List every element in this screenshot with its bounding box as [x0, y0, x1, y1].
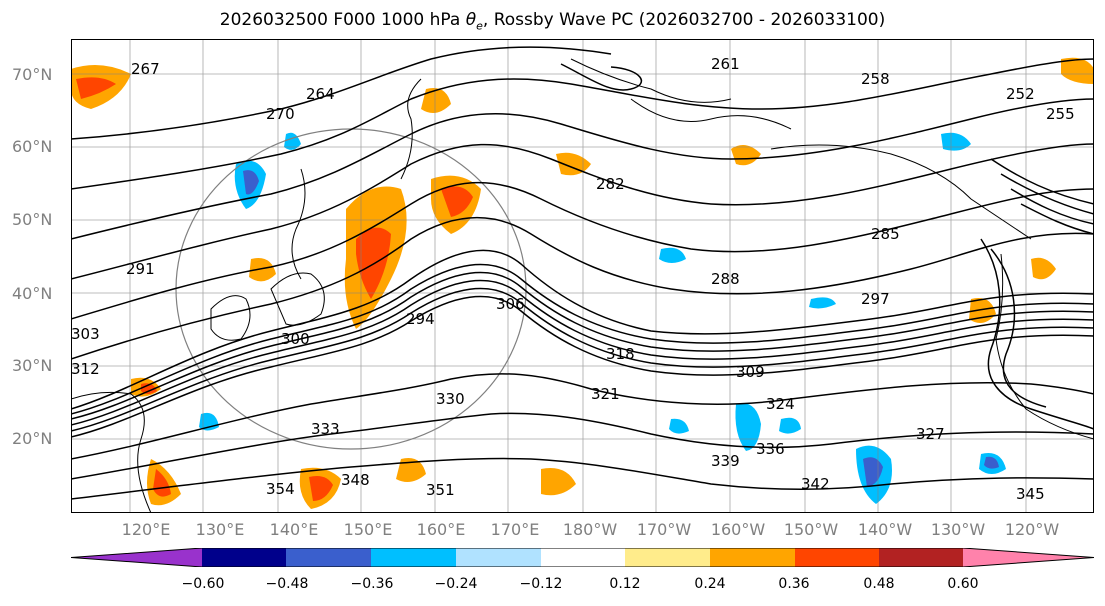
colorbar-segment — [71, 548, 202, 567]
contour-label: 333 — [311, 420, 340, 438]
contour-label: 300 — [281, 330, 310, 348]
contour-label: 312 — [71, 360, 100, 378]
contour-label: 258 — [861, 70, 890, 88]
lat-label-30n: 30°N — [12, 356, 53, 375]
contour-label: 342 — [801, 475, 830, 493]
colorbar-tick: 0.36 — [778, 576, 810, 592]
contour-label: 255 — [1046, 105, 1075, 123]
contour-label: 288 — [711, 270, 740, 288]
map-panel[interactable]: 261 264 267 270 252 255 258 282 285 288 … — [71, 39, 1094, 513]
contour-label: 264 — [306, 85, 335, 103]
contour-label: 339 — [711, 452, 740, 470]
lon-label-140w: 140°W — [857, 520, 913, 539]
contour-label: 336 — [756, 440, 785, 458]
colorbar-segment — [286, 548, 371, 567]
colorbar-segment — [371, 548, 456, 567]
lon-label-170w: 170°W — [636, 520, 692, 539]
colorbar-segment — [202, 548, 286, 567]
colorbar — [71, 548, 1094, 567]
contour-label: 318 — [606, 345, 635, 363]
lon-label-120w: 120°W — [1004, 520, 1060, 539]
contour-label: 261 — [711, 55, 740, 73]
map-canvas: 261 264 267 270 252 255 258 282 285 288 … — [71, 39, 1094, 513]
colorbar-tick: −0.36 — [350, 576, 394, 592]
contour-label: 345 — [1016, 485, 1045, 503]
contour-label: 354 — [266, 480, 295, 498]
lat-label-50n: 50°N — [12, 210, 53, 229]
contour-label: 348 — [341, 471, 370, 489]
contour-label: 291 — [126, 260, 155, 278]
lon-label-160e: 160°E — [416, 520, 466, 539]
positive-anomaly-shading — [71, 57, 1094, 509]
colorbar-tick: 0.48 — [863, 576, 895, 592]
theta-e-contours — [71, 46, 1094, 500]
contour-label: 351 — [426, 481, 455, 499]
contour-label: 330 — [436, 390, 465, 408]
lat-label-70n: 70°N — [12, 65, 53, 84]
colorbar-tick: −0.48 — [265, 576, 309, 592]
contour-label: 306 — [496, 295, 525, 313]
colorbar-segment — [710, 548, 795, 567]
contour-label: 282 — [596, 175, 625, 193]
lon-label-180w: 180°W — [562, 520, 618, 539]
map-title: 2026032500 F000 1000 hPa θe, Rossby Wave… — [219, 10, 886, 33]
contour-label: 270 — [266, 105, 295, 123]
lon-label-170e: 170°E — [490, 520, 540, 539]
contour-label: 321 — [591, 385, 620, 403]
contour-label: 252 — [1006, 85, 1035, 103]
contour-label-group: 261 264 267 270 252 255 258 282 285 288 … — [71, 55, 1075, 503]
contour-label: 324 — [766, 395, 795, 413]
colorbar-segment — [795, 548, 879, 567]
colorbar-tick: −0.60 — [181, 576, 225, 592]
contour-label: 285 — [871, 225, 900, 243]
colorbar-segment — [963, 548, 1094, 567]
contour-label: 297 — [861, 290, 890, 308]
contour-label: 303 — [71, 325, 100, 343]
contour-label: 267 — [131, 60, 160, 78]
colorbar-tick: −0.24 — [434, 576, 478, 592]
colorbar-tick: 0.12 — [609, 576, 641, 592]
lon-label-120e: 120°E — [121, 520, 171, 539]
lon-label-140e: 140°E — [269, 520, 319, 539]
colorbar-segment — [879, 548, 963, 567]
lon-label-150w: 150°W — [783, 520, 839, 539]
colorbar-tick: −0.12 — [519, 576, 563, 592]
lat-label-20n: 20°N — [12, 429, 53, 448]
contour-label: 327 — [916, 425, 945, 443]
lon-label-130e: 130°E — [195, 520, 245, 539]
colorbar-tick: 0.24 — [694, 576, 726, 592]
colorbar-segment — [625, 548, 710, 567]
lat-label-60n: 60°N — [12, 137, 53, 156]
colorbar-segment — [541, 548, 625, 567]
graticule — [71, 39, 1094, 513]
lon-label-130w: 130°W — [930, 520, 986, 539]
lon-label-150e: 150°E — [343, 520, 393, 539]
contour-label: 294 — [406, 310, 435, 328]
contour-label: 309 — [736, 363, 765, 381]
lat-label-40n: 40°N — [12, 284, 53, 303]
lon-label-160w: 160°W — [710, 520, 766, 539]
colorbar-segment — [456, 548, 541, 567]
colorbar-tick: 0.60 — [947, 576, 979, 592]
